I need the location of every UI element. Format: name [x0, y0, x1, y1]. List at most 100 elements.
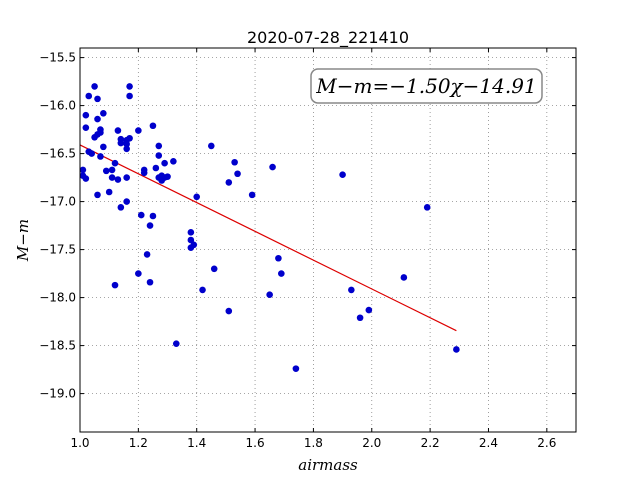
data-point — [190, 241, 198, 249]
data-point — [108, 166, 116, 174]
data-point — [152, 164, 160, 172]
data-point — [199, 286, 206, 294]
data-point — [339, 171, 346, 179]
data-point — [135, 127, 142, 134]
y-tick-label: −18.0 — [39, 291, 76, 305]
data-point — [114, 176, 122, 183]
data-point — [356, 314, 364, 322]
data-point — [275, 254, 282, 262]
x-tick-label: 1.2 — [129, 436, 148, 450]
x-tick-label: 1.6 — [246, 436, 265, 450]
data-point — [135, 270, 142, 277]
data-point — [248, 191, 256, 199]
data-point — [85, 92, 93, 100]
data-point — [292, 365, 300, 372]
data-point — [126, 134, 133, 142]
data-point — [193, 193, 201, 201]
y-tick-label: −16.0 — [39, 99, 76, 113]
data-point — [149, 212, 157, 220]
data-point — [146, 222, 154, 229]
plot-area — [79, 47, 577, 433]
data-point — [97, 129, 104, 136]
axis-ticks: 1.0 1.2 1.4 1.6 1.8 2.0 2.2 2.4 2.6 −15.5 −16.0 −16… — [39, 48, 576, 450]
data-point — [172, 340, 180, 347]
y-tick-label: −17.5 — [39, 243, 76, 257]
data-point — [123, 174, 130, 181]
data-point — [123, 198, 130, 205]
annotation-text: M−m=−1.50χ−14.91 — [315, 74, 536, 98]
y-tick-label: −16.5 — [39, 147, 76, 161]
data-point — [105, 188, 113, 196]
data-point — [114, 127, 122, 134]
data-point — [82, 124, 90, 131]
data-point — [266, 291, 273, 299]
data-point — [234, 170, 241, 178]
data-point — [164, 173, 171, 180]
data-point — [207, 142, 215, 150]
data-point — [100, 109, 107, 117]
data-point — [149, 122, 157, 130]
data-point — [278, 270, 285, 277]
data-point — [143, 251, 151, 258]
data-point — [126, 92, 133, 100]
data-point — [117, 204, 125, 211]
data-point — [88, 150, 95, 157]
data-point — [231, 158, 238, 166]
annotation-box — [310, 68, 543, 104]
data-point — [170, 157, 177, 165]
data-point — [453, 346, 460, 353]
data-point — [82, 111, 90, 119]
x-tick-label: 1.4 — [187, 436, 206, 450]
data-point — [161, 159, 168, 167]
data-point — [137, 211, 145, 219]
data-point — [100, 143, 107, 151]
x-axis-label: airmass — [298, 456, 358, 474]
y-tick-label: −18.5 — [39, 339, 76, 353]
data-point — [111, 159, 119, 167]
fit-line — [79, 144, 457, 332]
data-point — [155, 142, 163, 150]
data-point — [423, 204, 431, 211]
x-tick-label: 1.0 — [70, 436, 89, 450]
data-point — [94, 191, 101, 199]
data-point — [225, 179, 233, 186]
grid — [79, 48, 576, 432]
y-tick-label: −19.0 — [39, 387, 76, 401]
data-point — [400, 274, 408, 281]
data-point — [79, 166, 87, 174]
data-point — [210, 265, 218, 273]
data-point — [102, 167, 110, 175]
data-point — [123, 145, 130, 153]
data-point — [108, 174, 116, 181]
data-point — [97, 153, 104, 160]
data-point — [155, 152, 163, 159]
x-tick-label: 2.0 — [362, 436, 381, 450]
data-point — [117, 139, 125, 147]
data-point — [94, 115, 101, 123]
data-point — [91, 83, 98, 90]
data-point — [94, 95, 101, 103]
x-tick-label: 2.6 — [537, 436, 556, 450]
data-point — [365, 306, 373, 314]
equation-annotation: M−m=−1.50χ−14.91 — [310, 68, 543, 104]
data-point — [269, 163, 276, 171]
data-point — [123, 140, 130, 148]
fit-line-group — [79, 144, 457, 332]
y-tick-label: −17.0 — [39, 195, 76, 209]
y-tick-label: −15.5 — [39, 51, 76, 65]
data-point — [82, 175, 90, 182]
data-points — [79, 83, 460, 372]
data-point — [111, 281, 119, 289]
data-point — [225, 307, 233, 315]
data-point — [187, 229, 195, 236]
data-point — [146, 278, 154, 286]
data-point — [187, 236, 195, 244]
x-tick-label: 2.4 — [479, 436, 498, 450]
data-point — [126, 83, 133, 90]
x-tick-label: 1.8 — [304, 436, 323, 450]
y-axis-label: M−m — [14, 219, 32, 262]
chart-title: 2020-07-28_221410 — [247, 28, 409, 48]
data-point — [140, 169, 148, 177]
data-point — [348, 286, 355, 294]
